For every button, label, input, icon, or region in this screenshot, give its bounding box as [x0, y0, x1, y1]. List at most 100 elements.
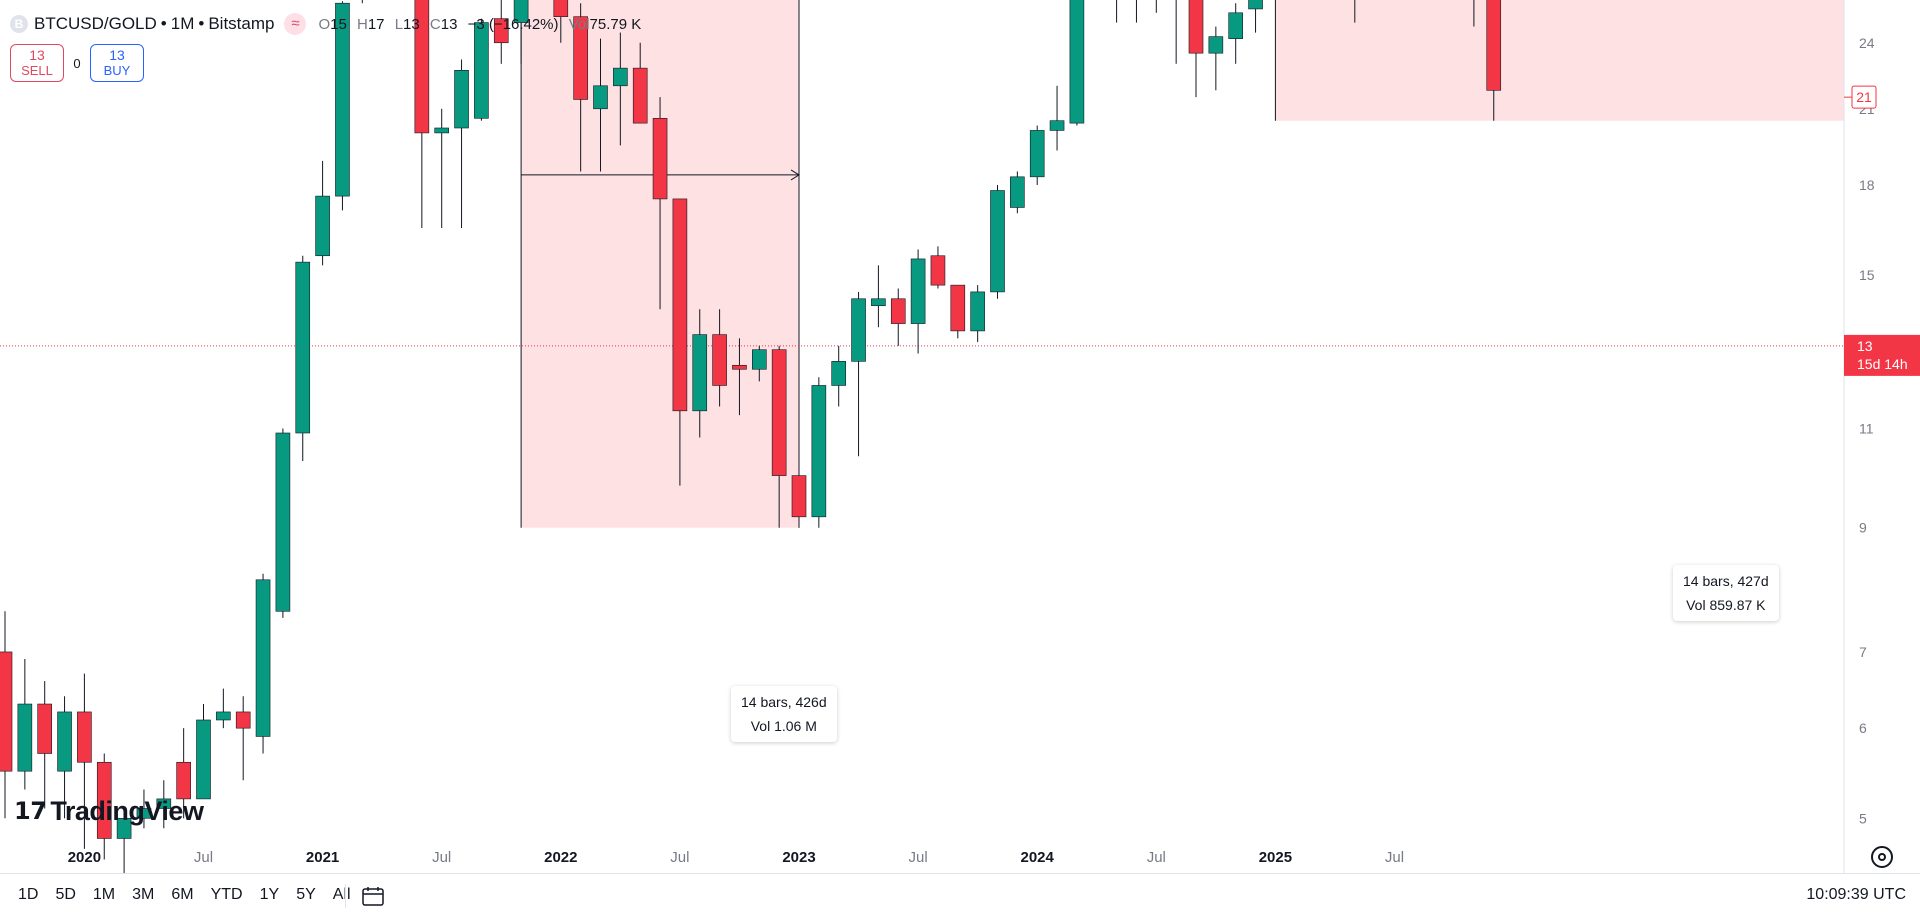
candle[interactable]: [1069, 0, 1085, 126]
candle[interactable]: [176, 728, 191, 819]
y-tick-label: 11: [1859, 420, 1874, 436]
candle[interactable]: [513, 0, 529, 64]
range-button-5y[interactable]: 5Y: [296, 886, 316, 903]
candle[interactable]: [136, 789, 152, 829]
candle[interactable]: [930, 246, 946, 289]
candle[interactable]: [732, 338, 747, 416]
crosshair-price-value: 21: [1856, 89, 1872, 105]
candle[interactable]: [1029, 125, 1045, 185]
sell-label: SELL: [21, 63, 53, 78]
candle[interactable]: [613, 32, 628, 146]
range-button-1m[interactable]: 1M: [92, 886, 116, 903]
candle[interactable]: [791, 475, 807, 528]
range-button-5d[interactable]: 5D: [55, 886, 76, 903]
candle[interactable]: [335, 1, 350, 211]
candle[interactable]: [434, 108, 450, 229]
candle[interactable]: [632, 42, 648, 124]
candle-body: [910, 258, 926, 324]
candle[interactable]: [871, 265, 886, 328]
candle[interactable]: [1010, 171, 1025, 214]
candle[interactable]: [275, 428, 291, 618]
candle[interactable]: [235, 696, 251, 781]
wave-icon[interactable]: ≈: [284, 13, 307, 35]
high-value: 17: [367, 15, 385, 33]
candle[interactable]: [1486, 0, 1502, 121]
candle-body: [1228, 12, 1243, 39]
candle[interactable]: [1169, 0, 1183, 64]
candle[interactable]: [553, 0, 569, 43]
candle[interactable]: [156, 780, 172, 829]
candle[interactable]: [593, 38, 608, 172]
candle[interactable]: [355, 0, 369, 4]
candle-body: [712, 334, 727, 386]
candle[interactable]: [851, 291, 866, 457]
candle[interactable]: [811, 377, 827, 528]
candle[interactable]: [831, 345, 847, 407]
range-button-6m[interactable]: 6M: [171, 886, 194, 903]
x-tick-label: 2020: [68, 849, 101, 866]
range-button-1y[interactable]: 1Y: [259, 886, 280, 903]
candle[interactable]: [77, 673, 92, 849]
candle[interactable]: [771, 345, 787, 528]
candle[interactable]: [96, 753, 112, 860]
price-chart[interactable]: 567911131518212428323844526072842020Jul2…: [0, 0, 1920, 873]
candle[interactable]: [573, 3, 588, 172]
candle[interactable]: [910, 249, 926, 354]
candle-body: [216, 711, 231, 721]
buy-button[interactable]: 13 BUY: [90, 44, 144, 82]
candle[interactable]: [116, 817, 132, 873]
settings-gear-icon[interactable]: [1871, 846, 1893, 868]
candle[interactable]: [295, 255, 311, 461]
utc-clock[interactable]: 10:09:39 UTC: [1806, 886, 1906, 903]
candle[interactable]: [493, 0, 509, 64]
candle[interactable]: [315, 160, 330, 266]
candle[interactable]: [1228, 3, 1243, 64]
candle[interactable]: [37, 681, 53, 809]
candle[interactable]: [751, 345, 767, 382]
candle[interactable]: [216, 688, 231, 729]
interval[interactable]: 1M: [170, 14, 195, 33]
candle[interactable]: [474, 18, 489, 121]
candle[interactable]: [692, 309, 708, 438]
candle[interactable]: [652, 97, 668, 310]
candle[interactable]: [1149, 0, 1163, 13]
candle-body: [811, 385, 827, 518]
crosshair-price-label: [1851, 85, 1877, 109]
calendar-icon[interactable]: [362, 886, 384, 906]
sell-button[interactable]: 13 SELL: [10, 44, 64, 82]
range-button-1d[interactable]: 1D: [18, 886, 39, 903]
candle[interactable]: [57, 696, 72, 819]
candle[interactable]: [1110, 0, 1124, 23]
symbol-name[interactable]: BTCUSD/GOLD: [34, 14, 157, 33]
candle[interactable]: [1049, 85, 1065, 151]
range-button-3m[interactable]: 3M: [132, 886, 155, 903]
candle[interactable]: [672, 198, 688, 486]
candle[interactable]: [414, 0, 430, 229]
candle[interactable]: [255, 573, 271, 754]
candle[interactable]: [950, 284, 966, 339]
candle[interactable]: [1467, 0, 1481, 27]
candle[interactable]: [1348, 0, 1362, 23]
tradingview-logo[interactable]: 𝟭𝟳 TradingView: [14, 796, 204, 826]
candle[interactable]: [1208, 26, 1224, 91]
candle[interactable]: [1188, 0, 1204, 98]
candle-body: [474, 22, 489, 119]
sell-price: 13: [29, 47, 45, 63]
y-tick-label: 6: [1859, 720, 1867, 736]
candle[interactable]: [454, 59, 469, 229]
candle-body: [950, 284, 966, 332]
date-range-area-2[interactable]: [1275, 0, 1844, 121]
candle[interactable]: [196, 704, 211, 800]
candle[interactable]: [990, 184, 1005, 299]
candle[interactable]: [17, 659, 33, 790]
candle[interactable]: [890, 288, 906, 346]
candle[interactable]: [970, 285, 985, 343]
range-button-ytd[interactable]: YTD: [210, 886, 243, 903]
candle[interactable]: [0, 611, 13, 819]
candle-body: [990, 190, 1005, 293]
candle-body: [434, 127, 450, 134]
candle[interactable]: [712, 309, 727, 407]
range-button-all[interactable]: All: [332, 886, 351, 903]
candle[interactable]: [1129, 0, 1143, 23]
candle[interactable]: [1248, 0, 1263, 33]
